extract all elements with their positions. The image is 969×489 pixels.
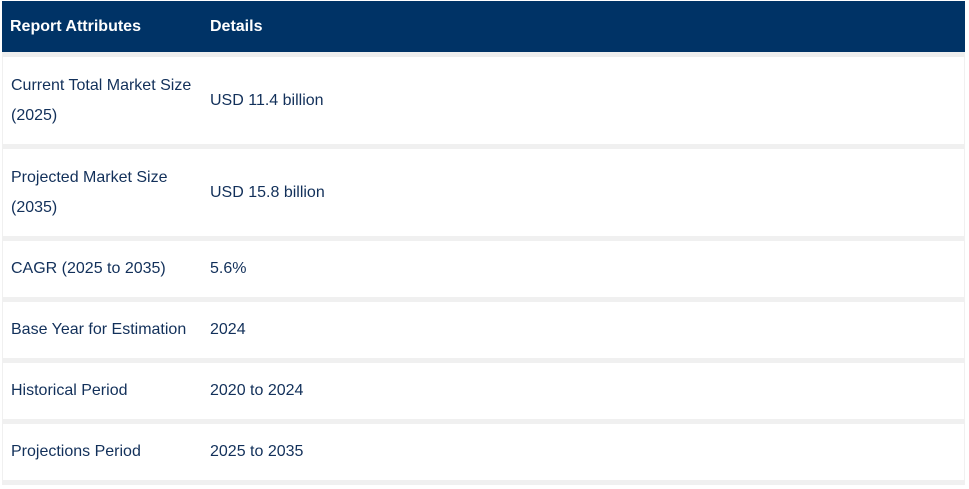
table-row: Current Total Market Size (2025) USD 11.… — [2, 57, 965, 149]
table-row: Historical Period 2020 to 2024 — [2, 363, 965, 424]
attribute-cell: Base Year for Estimation — [2, 302, 202, 363]
header-details: Details — [202, 1, 965, 57]
details-cell: USD 11.4 billion — [202, 57, 965, 149]
table-row: Projections Period 2025 to 2035 — [2, 424, 965, 485]
table-body: Current Total Market Size (2025) USD 11.… — [2, 57, 965, 485]
table-row: CAGR (2025 to 2035) 5.6% — [2, 241, 965, 302]
attribute-cell: Projected Market Size (2035) — [2, 149, 202, 241]
details-cell: 2025 to 2035 — [202, 424, 965, 485]
attribute-cell: Current Total Market Size (2025) — [2, 57, 202, 149]
details-cell: USD 15.8 billion — [202, 149, 965, 241]
attribute-cell: CAGR (2025 to 2035) — [2, 241, 202, 302]
header-report-attributes: Report Attributes — [2, 1, 202, 57]
table-row: Base Year for Estimation 2024 — [2, 302, 965, 363]
details-cell: 2020 to 2024 — [202, 363, 965, 424]
details-cell: 2024 — [202, 302, 965, 363]
table-row: Projected Market Size (2035) USD 15.8 bi… — [2, 149, 965, 241]
details-cell: 5.6% — [202, 241, 965, 302]
header-row: Report Attributes Details — [2, 1, 965, 57]
attribute-cell: Projections Period — [2, 424, 202, 485]
table-header: Report Attributes Details — [2, 1, 965, 57]
attribute-cell: Historical Period — [2, 363, 202, 424]
